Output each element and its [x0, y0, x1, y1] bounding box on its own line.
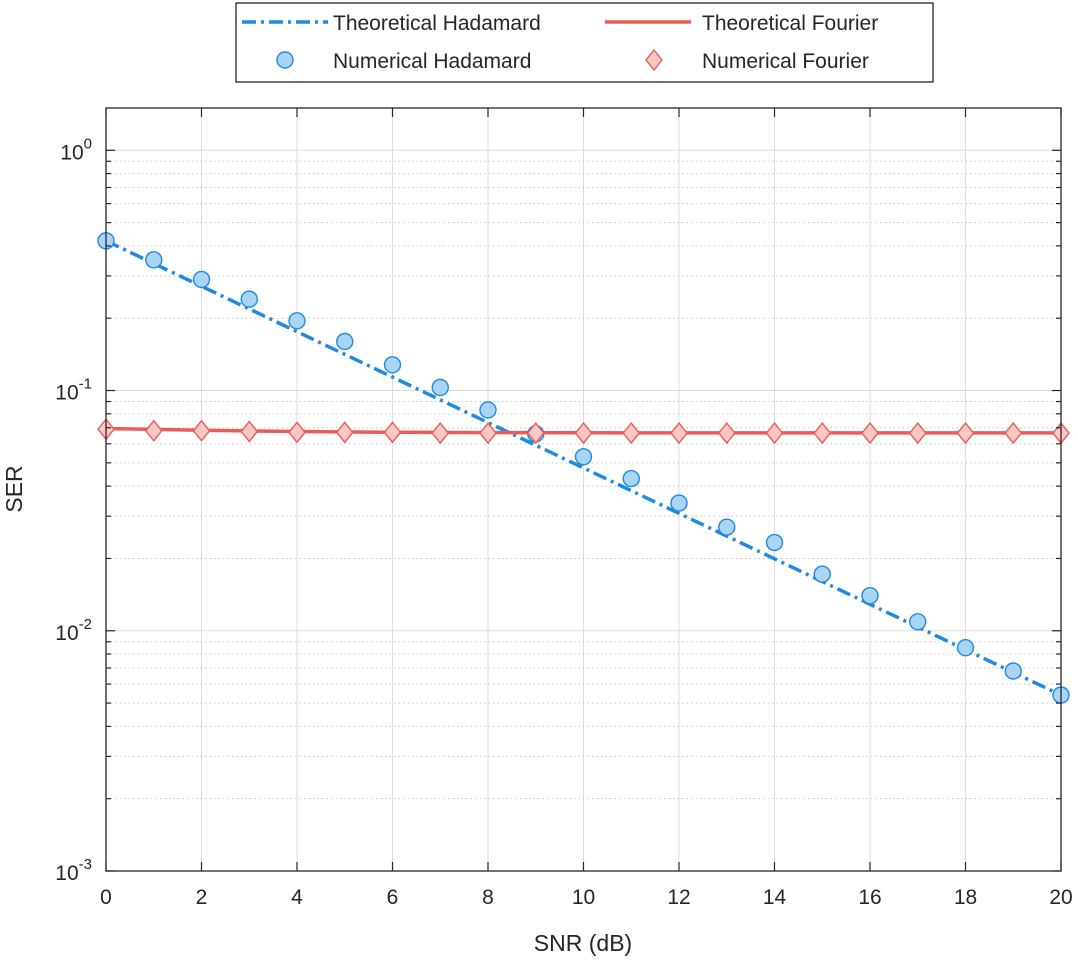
- numerical-hadamard-point: [813, 565, 831, 583]
- numerical-fourier-point: [144, 419, 163, 442]
- x-tick-label: 2: [196, 886, 208, 909]
- numerical-fourier-point: [526, 421, 545, 445]
- legend-label-theoretical-hadamard: Theoretical Hadamard: [333, 12, 541, 35]
- numerical-hadamard-point: [718, 518, 736, 536]
- axes: [105, 107, 1062, 872]
- numerical-fourier-point: [1004, 421, 1023, 445]
- numerical-hadamard-point: [1004, 662, 1022, 680]
- x-tick-label: 10: [572, 886, 595, 909]
- numerical-hadamard-point: [336, 332, 354, 351]
- legend-swatch-numerical-hadamard: [276, 51, 294, 69]
- numerical-fourier-point: [479, 421, 497, 445]
- numerical-fourier-point: [431, 421, 450, 445]
- legend-label-numerical-fourier: Numerical Fourier: [702, 50, 869, 73]
- y-tick-label: 10-3: [55, 856, 92, 885]
- legend-label-numerical-hadamard: Numerical Hadamard: [333, 50, 531, 73]
- numerical-hadamard-point: [240, 290, 258, 308]
- y-tick-label: 10-1: [55, 376, 92, 405]
- x-tick-label: 12: [667, 886, 690, 909]
- numerical-fourier-point: [622, 421, 641, 445]
- numerical-hadamard-point: [622, 469, 640, 488]
- series-layer: [97, 232, 1070, 704]
- y-tick-label: 100: [60, 135, 92, 164]
- legend-swatch-numerical-fourier: [645, 48, 663, 72]
- numerical-hadamard-point: [288, 312, 306, 330]
- numerical-hadamard-point: [765, 533, 784, 552]
- numerical-fourier-point: [717, 421, 736, 445]
- numerical-fourier-point: [765, 421, 784, 445]
- numerical-fourier-point: [574, 421, 593, 445]
- legend-label-theoretical-fourier: Theoretical Fourier: [702, 12, 878, 35]
- numerical-fourier-point: [956, 421, 975, 445]
- legend: Theoretical Hadamard Theoretical Fourier N…: [235, 2, 934, 83]
- x-tick-label: 4: [291, 886, 303, 909]
- x-tick-label: 14: [763, 886, 787, 909]
- x-tick-label: 0: [100, 886, 112, 909]
- numerical-hadamard-point: [479, 401, 497, 419]
- x-axis-title: SNR (dB): [534, 930, 632, 956]
- y-axis-title: SER: [1, 465, 27, 512]
- numerical-fourier-point: [240, 420, 259, 443]
- numerical-hadamard-point: [670, 494, 688, 512]
- numerical-hadamard-point: [192, 270, 211, 289]
- numerical-fourier-point: [670, 421, 688, 445]
- legend-box: [235, 2, 934, 83]
- y-tick-label: 10-2: [55, 616, 92, 645]
- numerical-fourier-point: [335, 421, 354, 444]
- numerical-fourier-point: [288, 421, 306, 444]
- numerical-fourier-point: [813, 421, 832, 445]
- tick-labels: 0 2 4 6 8 10 12 14 16 18 20 100 10-1 10-2 10-3: [55, 135, 1072, 909]
- x-tick-label: 6: [387, 886, 399, 909]
- x-tick-label: 18: [954, 886, 977, 909]
- numerical-hadamard-point: [383, 356, 402, 374]
- numerical-fourier-point: [192, 419, 211, 442]
- x-tick-label: 20: [1049, 886, 1072, 909]
- numerical-fourier-point: [383, 421, 402, 444]
- numerical-hadamard-point: [431, 378, 449, 397]
- numerical-hadamard-point: [574, 448, 593, 466]
- numerical-hadamard-point: [956, 639, 975, 657]
- x-tick-label: 16: [858, 886, 881, 909]
- numerical-hadamard-point: [861, 586, 879, 605]
- numerical-fourier-point: [908, 421, 927, 445]
- numerical-fourier-point: [861, 421, 879, 445]
- numerical-hadamard-point: [909, 613, 927, 631]
- x-tick-label: 8: [482, 886, 494, 909]
- numerical-hadamard-point: [145, 251, 163, 269]
